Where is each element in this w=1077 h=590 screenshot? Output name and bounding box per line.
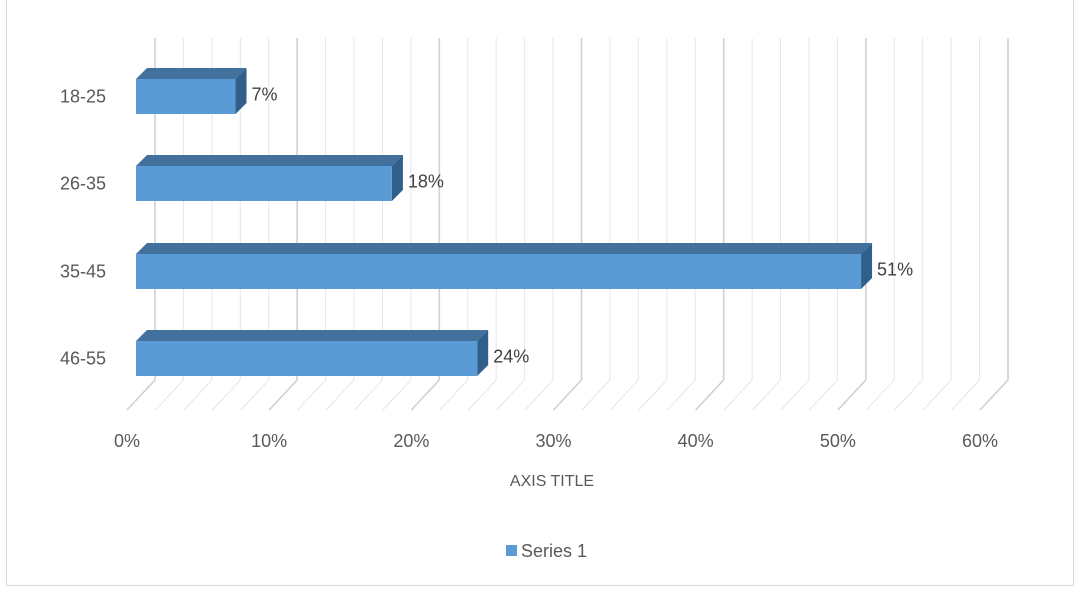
bar-top: [136, 155, 403, 166]
floor-gridline: [581, 379, 611, 411]
floor-gridline: [382, 379, 412, 411]
legend-label: Series 1: [521, 541, 587, 561]
floor-gridline: [439, 379, 469, 411]
bar-side: [235, 68, 247, 114]
floor-gridline: [325, 379, 355, 411]
floor-gridline: [723, 379, 753, 411]
x-tick-label: 50%: [820, 431, 856, 451]
floor-gridline: [894, 379, 924, 411]
floor-gridline: [183, 379, 213, 411]
floor-gridline: [695, 379, 725, 411]
floor-gridline: [638, 379, 668, 411]
bar: [136, 166, 392, 201]
floor-gridline: [979, 379, 1009, 411]
x-tick-label: 40%: [678, 431, 714, 451]
floor-gridline: [297, 379, 326, 411]
floor-gridline: [211, 379, 241, 411]
x-axis-title: AXIS TITLE: [510, 473, 594, 490]
floor-gridline: [552, 379, 583, 411]
bar-side: [391, 155, 403, 201]
x-tick-label: 30%: [535, 431, 571, 451]
floor-gridline: [524, 379, 554, 411]
bars: [136, 68, 873, 376]
data-label: 18%: [408, 172, 444, 192]
floor-gridline: [268, 379, 298, 411]
bar-top: [136, 243, 873, 254]
x-tick-label: 60%: [962, 431, 998, 451]
x-tick-label: 10%: [251, 431, 287, 451]
floor-gridline: [155, 379, 184, 411]
floor-gridline: [951, 379, 980, 411]
data-label: 7%: [252, 85, 278, 105]
y-tick-label: 46-55: [60, 349, 106, 369]
floor-gridline: [752, 379, 781, 411]
floor-gridline: [410, 379, 440, 411]
bar-top: [136, 68, 247, 79]
data-label: 51%: [877, 260, 913, 280]
bar-top: [136, 330, 489, 341]
legend: Series 1: [506, 541, 587, 561]
y-tick-label: 26-35: [60, 174, 106, 194]
y-tick-label: 35-45: [60, 262, 106, 282]
floor-gridline: [354, 379, 383, 411]
bar-side: [477, 330, 489, 376]
bar: [136, 341, 478, 376]
x-tick-label: 0%: [114, 431, 140, 451]
floor-gridline: [837, 379, 867, 411]
floor-gridline: [126, 379, 156, 411]
bar: [136, 254, 862, 289]
data-label: 24%: [493, 347, 529, 367]
bar-side: [861, 243, 873, 289]
x-tick-label: 20%: [393, 431, 429, 451]
floor-gridline: [780, 379, 810, 411]
floor-gridline: [865, 379, 895, 411]
legend-swatch: [506, 545, 517, 556]
floor-gridline: [666, 379, 696, 411]
floor-gridline: [496, 379, 525, 411]
floor-gridline: [809, 379, 838, 411]
labels: 0% 10% 20% 30% 40% 50% 60% 18-25 7% 26-35 18% 35-45…: [60, 85, 998, 452]
floor-gridline: [240, 379, 270, 411]
gridlines: [126, 38, 1009, 411]
floor-gridline: [610, 379, 639, 411]
y-tick-label: 18-25: [60, 87, 106, 107]
bar: [136, 79, 236, 114]
floor-gridline: [922, 379, 952, 411]
floor-gridline: [467, 379, 497, 411]
